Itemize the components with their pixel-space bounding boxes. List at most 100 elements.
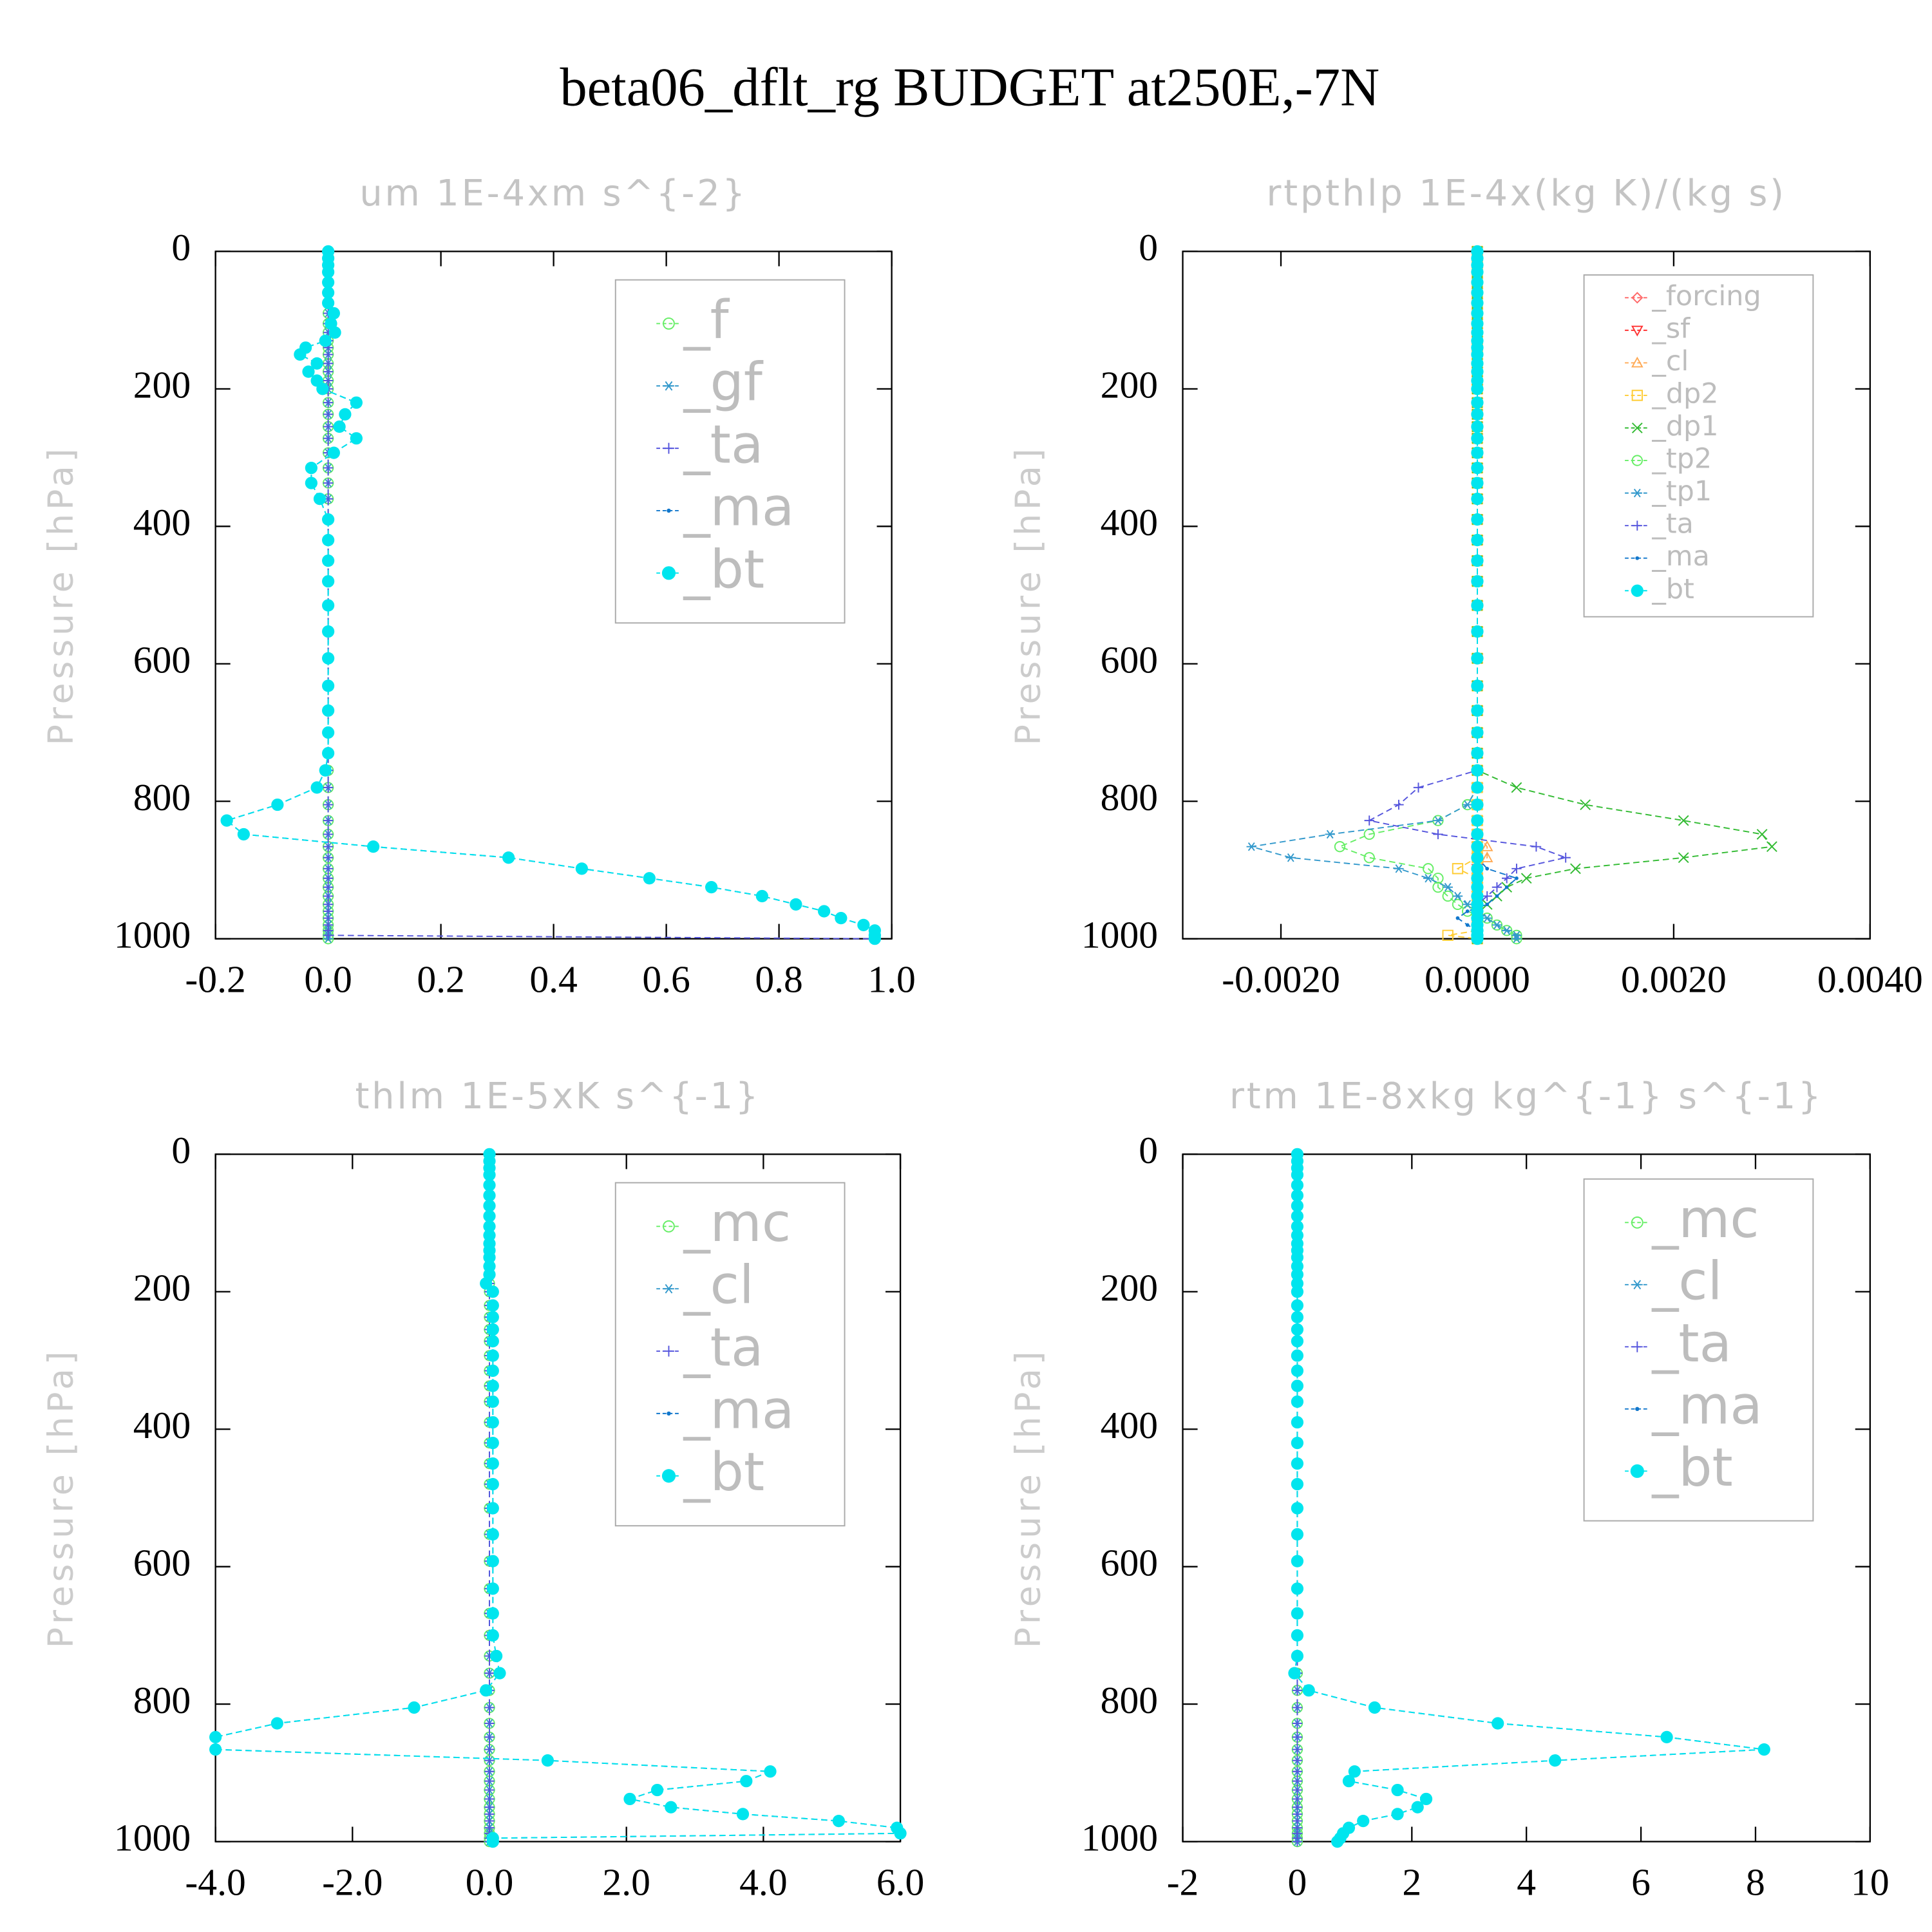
data-point [1471, 317, 1484, 330]
data-point [1291, 1323, 1304, 1336]
y-tick-label: 1000 [114, 1816, 191, 1859]
data-point [310, 357, 323, 370]
data-point [1482, 891, 1492, 902]
data-point [483, 1189, 496, 1202]
data-point [484, 1718, 495, 1728]
data-point [322, 265, 335, 279]
legend-marker [1635, 556, 1640, 560]
data-point [1442, 929, 1454, 942]
data-point [486, 1629, 499, 1642]
data-point [319, 764, 332, 777]
data-point [1394, 799, 1404, 810]
data-point [350, 396, 363, 409]
data-point [486, 1502, 499, 1515]
data-point [323, 349, 334, 360]
x-tick-label: 0.0000 [1425, 958, 1530, 1001]
data-point [502, 851, 515, 864]
data-point [484, 1744, 495, 1755]
data-point [319, 334, 332, 347]
data-point [1511, 934, 1522, 943]
data-point [1531, 841, 1542, 852]
legend-box [614, 279, 846, 624]
data-point [367, 840, 380, 853]
legend-label: _ta [1651, 508, 1694, 540]
data-point [1485, 866, 1490, 871]
data-point [1471, 575, 1484, 588]
data-point [1471, 933, 1484, 945]
y-tick-label: 800 [133, 1679, 191, 1721]
data-point [1502, 926, 1512, 935]
x-tick-label: 0.0 [466, 1861, 514, 1904]
data-point [484, 1702, 495, 1713]
y-tick-label: 800 [1101, 776, 1158, 819]
data-point [1413, 782, 1424, 793]
data-point [1570, 863, 1581, 875]
data-point [1502, 873, 1512, 884]
x-tick-label: 8 [1746, 1861, 1765, 1904]
y-tick-label: 800 [133, 776, 191, 819]
data-point [323, 882, 334, 893]
data-point [1291, 1268, 1304, 1281]
legend-label: _ma [1651, 1375, 1762, 1436]
y-tick-label: 1000 [1081, 913, 1158, 956]
legend-label: _cl [1651, 1251, 1722, 1312]
y-tick-label: 0 [1139, 1129, 1158, 1171]
legend-box [1583, 274, 1814, 618]
data-point [1291, 1179, 1304, 1191]
data-point [1471, 461, 1484, 475]
legend-label: _ta [1651, 1313, 1732, 1374]
y-tick-label: 1000 [114, 913, 191, 956]
data-point [322, 575, 335, 588]
y-tick-label: 0 [171, 1129, 191, 1171]
data-point [1471, 383, 1484, 395]
data-point [322, 534, 335, 547]
data-point [486, 1311, 499, 1323]
data-point [1471, 432, 1484, 445]
data-point [1463, 800, 1473, 810]
data-point [1291, 1379, 1304, 1392]
data-point [832, 1814, 845, 1828]
data-point [486, 1835, 499, 1848]
y-tick-label: 400 [133, 501, 191, 544]
legend-marker [667, 508, 671, 513]
data-point [1471, 286, 1484, 299]
data-point [1423, 863, 1434, 875]
data-point [1291, 1416, 1304, 1429]
legend-marker [1630, 1464, 1644, 1478]
data-point [1481, 840, 1493, 851]
data-point [1288, 1667, 1301, 1680]
data-point [486, 1379, 499, 1392]
data-point [1363, 852, 1375, 864]
data-point [484, 1755, 495, 1766]
data-point [1394, 864, 1404, 873]
data-point [818, 905, 831, 918]
data-point [1560, 853, 1571, 863]
data-point [736, 1808, 750, 1821]
data-point [484, 1668, 495, 1678]
data-point [1291, 1285, 1304, 1298]
data-point [486, 1582, 499, 1595]
data-point [1471, 828, 1484, 841]
legend-marker [1632, 488, 1642, 498]
data-point [480, 1277, 493, 1290]
data-point [1325, 829, 1335, 839]
x-tick-label: 2 [1402, 1861, 1421, 1904]
data-point [1511, 782, 1522, 793]
data-point [1471, 265, 1484, 279]
legend-marker [663, 1345, 674, 1357]
data-point [1481, 851, 1493, 862]
data-point [483, 1220, 496, 1233]
data-point [323, 421, 334, 432]
data-point [705, 881, 718, 894]
legend-marker [663, 1283, 674, 1294]
legend-marker [1631, 422, 1643, 433]
data-point [313, 493, 327, 506]
x-tick-label: -2 [1167, 1861, 1199, 1904]
legend-marker [663, 381, 674, 391]
data-point [1452, 891, 1463, 901]
data-point [1471, 296, 1484, 310]
y-tick-label: 800 [1101, 1679, 1158, 1721]
data-point [327, 446, 340, 459]
data-point [484, 1732, 495, 1743]
data-point [1455, 916, 1460, 920]
